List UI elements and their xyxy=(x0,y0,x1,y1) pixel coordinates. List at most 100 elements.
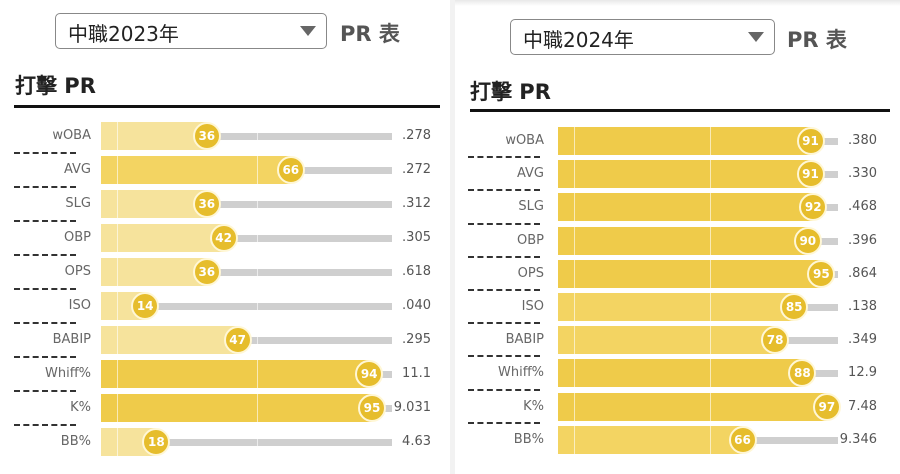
section-rule xyxy=(14,105,440,108)
row-divider xyxy=(14,356,76,358)
grid-line xyxy=(574,293,575,321)
stat-value: .618 xyxy=(402,264,431,279)
pr-bar xyxy=(558,359,803,388)
grid-line xyxy=(257,190,258,218)
grid-line xyxy=(574,326,575,355)
row-divider xyxy=(14,152,76,154)
stat-label: OBP xyxy=(517,232,544,248)
stat-value: .864 xyxy=(848,265,877,281)
grid-line xyxy=(117,428,118,456)
pr-badge: 18 xyxy=(142,428,171,456)
grid-line xyxy=(117,360,118,388)
stat-value: .396 xyxy=(848,232,877,248)
pr-track xyxy=(206,201,392,208)
row-divider xyxy=(468,289,540,291)
pr-badge: 36 xyxy=(192,190,221,218)
grid-line xyxy=(257,360,258,388)
row-divider xyxy=(468,322,540,325)
pr-track xyxy=(145,303,392,310)
pr-bar xyxy=(101,122,258,150)
stat-label: BABIP xyxy=(505,332,544,348)
pr-track xyxy=(237,337,392,344)
row-divider xyxy=(14,254,76,256)
grid-line xyxy=(710,293,711,321)
pr-bar xyxy=(101,394,372,422)
stat-label: Whiff% xyxy=(44,366,91,381)
stat-label: AVG xyxy=(63,162,91,177)
stat-value: 7.48 xyxy=(848,398,877,414)
grid-line xyxy=(117,326,118,354)
row-divider xyxy=(468,222,540,225)
grid-line xyxy=(257,428,258,456)
stat-label: K% xyxy=(523,398,544,414)
stat-value: .468 xyxy=(848,199,877,215)
stat-value: 9.031 xyxy=(393,400,431,415)
row-divider xyxy=(468,355,540,358)
row-divider xyxy=(14,220,76,222)
grid-line xyxy=(710,127,711,155)
pr-badge: 90 xyxy=(793,226,822,255)
pr-track xyxy=(223,235,392,242)
grid-line xyxy=(710,326,711,355)
pr-track xyxy=(775,337,838,345)
pr-badge: 47 xyxy=(223,326,252,354)
stat-label: SLG xyxy=(518,199,544,215)
pr-track xyxy=(206,269,392,276)
pr-badge: 95 xyxy=(358,394,386,422)
year-select[interactable]: 中職2023年 xyxy=(55,13,327,49)
pr-bar xyxy=(101,156,291,184)
stat-label: OBP xyxy=(64,230,91,245)
pr-badge: 94 xyxy=(355,360,384,388)
pr-badge: 88 xyxy=(788,359,817,388)
grid-line xyxy=(710,425,711,454)
section-rule xyxy=(470,109,890,112)
pr-badge: 78 xyxy=(761,326,790,355)
grid-line xyxy=(710,392,711,421)
row-divider xyxy=(468,388,540,391)
year-select[interactable]: 中職2024年 xyxy=(510,19,775,55)
grid-line xyxy=(710,160,711,189)
pr-bar xyxy=(101,326,258,354)
stat-label: OPS xyxy=(64,264,91,279)
grid-line xyxy=(574,127,575,155)
pr-bar xyxy=(558,259,822,288)
pr-badge: 85 xyxy=(780,293,809,321)
row-divider xyxy=(14,322,76,324)
grid-line xyxy=(710,359,711,388)
grid-line xyxy=(710,259,711,288)
pr-badge: 91 xyxy=(796,160,825,189)
pr-badge: 14 xyxy=(131,292,160,320)
pr-bar xyxy=(101,224,258,252)
grid-line xyxy=(574,259,575,288)
row-divider xyxy=(14,424,76,426)
row-divider xyxy=(14,186,76,188)
grid-line xyxy=(117,258,118,286)
pr-panel-2024: 中職2024年 PR 表 打擊 PR wOBA 91 .380 AVG 91 .330 SL… xyxy=(455,0,900,474)
row-divider xyxy=(468,421,540,424)
pr-badge: 91 xyxy=(796,127,825,155)
grid-line xyxy=(574,193,575,222)
pr-bar xyxy=(558,293,795,321)
pr-bar xyxy=(558,226,808,255)
section-title: 打擊 PR xyxy=(470,80,551,104)
section-title: 打擊 PR xyxy=(15,74,96,98)
row-divider xyxy=(468,156,540,159)
stat-label: wOBA xyxy=(52,128,91,143)
stat-label: ISO xyxy=(68,298,91,313)
panel-divider xyxy=(450,0,455,474)
pr-bar xyxy=(558,127,811,155)
grid-line xyxy=(117,190,118,218)
stat-label: BB% xyxy=(60,434,91,449)
stat-value: .380 xyxy=(848,133,877,148)
pr-bar xyxy=(558,392,827,421)
grid-line xyxy=(710,226,711,255)
pr-track xyxy=(802,370,838,378)
row-divider xyxy=(14,390,76,392)
pr-track xyxy=(206,133,392,140)
pr-table-title: PR 表 xyxy=(340,22,400,46)
stat-label: OPS xyxy=(517,265,544,281)
grid-line xyxy=(117,156,118,184)
year-select-value: 中職2024年 xyxy=(523,28,634,52)
stat-value: 9.346 xyxy=(839,431,877,447)
grid-line xyxy=(574,226,575,255)
